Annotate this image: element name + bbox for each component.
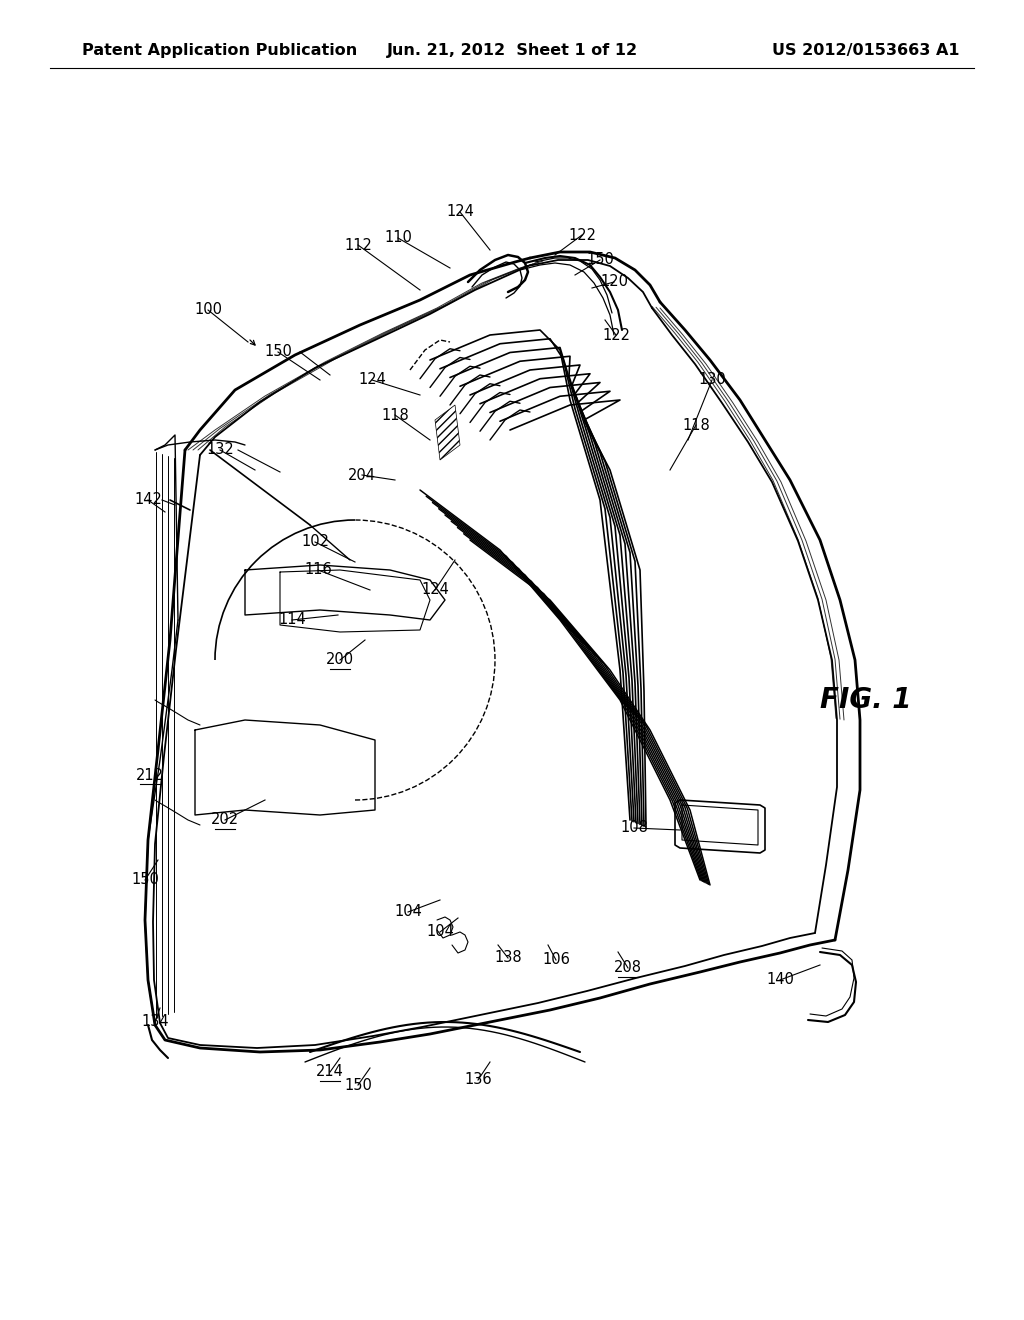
Text: 104: 104 <box>394 904 422 920</box>
Text: 150: 150 <box>131 873 159 887</box>
Text: 112: 112 <box>344 238 372 252</box>
Text: 150: 150 <box>264 345 292 359</box>
Polygon shape <box>435 405 460 459</box>
Text: US 2012/0153663 A1: US 2012/0153663 A1 <box>772 42 961 58</box>
Text: 134: 134 <box>141 1015 169 1030</box>
Text: 118: 118 <box>682 417 710 433</box>
Text: 212: 212 <box>136 767 164 783</box>
Text: 150: 150 <box>586 252 614 268</box>
Text: 114: 114 <box>279 612 306 627</box>
Text: 100: 100 <box>194 302 222 318</box>
Text: 122: 122 <box>568 227 596 243</box>
Text: 142: 142 <box>134 492 162 507</box>
Text: 138: 138 <box>495 950 522 965</box>
Text: 110: 110 <box>384 231 412 246</box>
Text: 116: 116 <box>304 562 332 578</box>
Text: 106: 106 <box>542 953 570 968</box>
Text: 214: 214 <box>316 1064 344 1080</box>
Text: 124: 124 <box>421 582 449 598</box>
Text: 130: 130 <box>698 372 726 388</box>
Text: 124: 124 <box>446 205 474 219</box>
Text: 104: 104 <box>426 924 454 940</box>
Text: Jun. 21, 2012  Sheet 1 of 12: Jun. 21, 2012 Sheet 1 of 12 <box>386 42 638 58</box>
Text: 102: 102 <box>301 535 329 549</box>
Text: 150: 150 <box>344 1077 372 1093</box>
Text: 124: 124 <box>358 372 386 388</box>
Text: 200: 200 <box>326 652 354 668</box>
Text: 132: 132 <box>206 442 233 458</box>
Text: 204: 204 <box>348 467 376 483</box>
Text: 136: 136 <box>464 1072 492 1088</box>
Text: 122: 122 <box>602 327 630 342</box>
Text: 140: 140 <box>766 973 794 987</box>
Text: 120: 120 <box>600 275 628 289</box>
Text: 208: 208 <box>614 961 642 975</box>
Text: FIG. 1: FIG. 1 <box>820 686 911 714</box>
Text: 108: 108 <box>621 821 648 836</box>
Text: 118: 118 <box>381 408 409 422</box>
Text: 202: 202 <box>211 813 239 828</box>
Text: Patent Application Publication: Patent Application Publication <box>82 42 357 58</box>
